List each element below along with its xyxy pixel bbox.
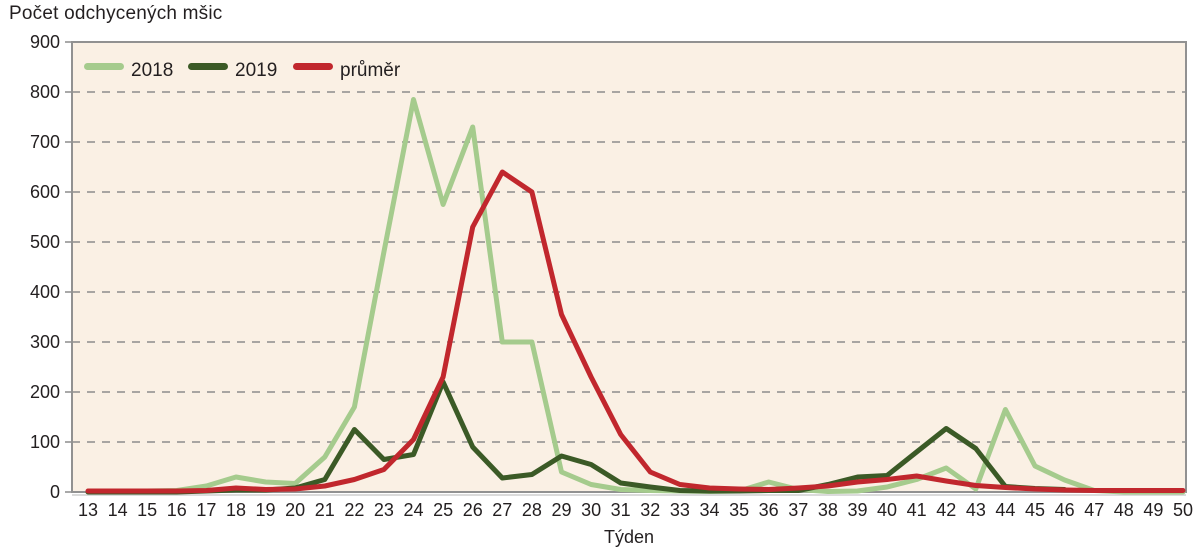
x-tick-label: 40 [877, 500, 897, 520]
x-tick-label: 47 [1084, 500, 1104, 520]
legend-label-2018: 2018 [131, 60, 173, 81]
x-tick-label: 44 [995, 500, 1015, 520]
x-tick-label: 41 [907, 500, 927, 520]
x-tick-label: 33 [670, 500, 690, 520]
x-tick-label: 15 [137, 500, 157, 520]
x-tick-label: 42 [936, 500, 956, 520]
y-tick-label: 500 [30, 232, 60, 252]
x-tick-label: 50 [1173, 500, 1193, 520]
legend-swatch-2018 [84, 63, 124, 70]
y-tick-label: 200 [30, 382, 60, 402]
series-line-průměr [85, 169, 1186, 494]
x-tick-label: 22 [344, 500, 364, 520]
y-tick-label: 300 [30, 332, 60, 352]
legend-swatch-2019 [188, 63, 228, 70]
x-tick-label: 30 [581, 500, 601, 520]
x-tick-label: 48 [1114, 500, 1134, 520]
y-tick-label: 900 [30, 32, 60, 52]
x-tick-label: 38 [818, 500, 838, 520]
y-tick-label: 800 [30, 82, 60, 102]
x-tick-label: 24 [404, 500, 424, 520]
x-tick-label: 28 [522, 500, 542, 520]
x-tick-label: 39 [847, 500, 867, 520]
x-tick-label: 35 [729, 500, 749, 520]
y-tick-label: 600 [30, 182, 60, 202]
x-tick-label: 32 [640, 500, 660, 520]
x-tick-label: 27 [492, 500, 512, 520]
x-tick-label: 49 [1143, 500, 1163, 520]
y-tick-label: 0 [50, 482, 60, 502]
y-tick-label: 100 [30, 432, 60, 452]
x-axis-title: Týden [603, 527, 655, 547]
y-tick-label: 400 [30, 282, 60, 302]
x-tick-label: 17 [196, 500, 216, 520]
legend-label-průměr: průměr [340, 60, 401, 81]
x-tick-label: 23 [374, 500, 394, 520]
y-tick-label: 700 [30, 132, 60, 152]
legend-label-2019: 2019 [235, 60, 277, 81]
x-tick-label: 26 [463, 500, 483, 520]
x-tick-label: 14 [108, 500, 128, 520]
x-tick-label: 45 [1025, 500, 1045, 520]
x-tick-label: 43 [966, 500, 986, 520]
x-tick-label: 46 [1055, 500, 1075, 520]
series-line-2018 [85, 97, 1186, 495]
x-tick-label: 19 [256, 500, 276, 520]
chart-title: Počet odchycených mšic [9, 3, 223, 24]
x-tick-label: 31 [611, 500, 631, 520]
x-tick-label: 25 [433, 500, 453, 520]
x-tick-label: 29 [551, 500, 571, 520]
plot-area [72, 42, 1186, 492]
x-tick-label: 36 [759, 500, 779, 520]
x-tick-label: 20 [285, 500, 305, 520]
legend-swatch-průměr [293, 63, 333, 70]
x-tick-label: 18 [226, 500, 246, 520]
x-tick-label: 34 [699, 500, 719, 520]
x-tick-label: 13 [78, 500, 98, 520]
x-tick-label: 16 [167, 500, 187, 520]
x-tick-label: 21 [315, 500, 335, 520]
x-tick-label: 37 [788, 500, 808, 520]
